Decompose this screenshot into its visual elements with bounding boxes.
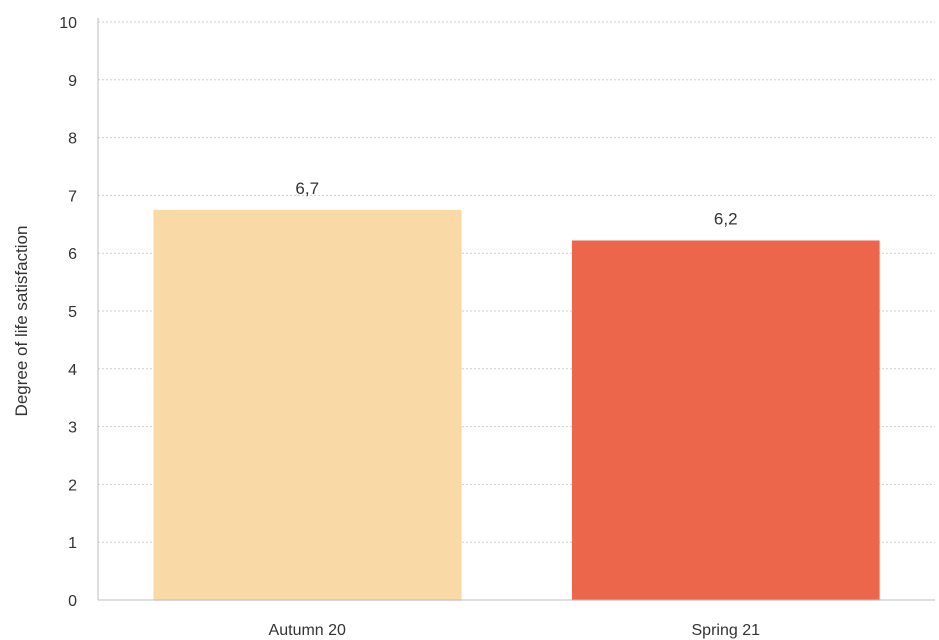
bar bbox=[153, 209, 462, 600]
y-tick-label: 0 bbox=[68, 593, 77, 610]
y-tick-label: 5 bbox=[68, 304, 77, 321]
y-tick-label: 9 bbox=[68, 73, 77, 90]
x-tick-label: Autumn 20 bbox=[269, 622, 346, 639]
y-tick-label: 10 bbox=[59, 15, 77, 32]
y-tick-label: 2 bbox=[68, 477, 77, 494]
y-tick-label: 3 bbox=[68, 420, 77, 437]
labels: 0 1 2 3 4 5 6 7 8 9 10 6,7 Autumn 20 6,2 Spring 21 bbox=[59, 15, 760, 639]
y-tick-label: 1 bbox=[68, 535, 77, 552]
x-tick-label: Spring 21 bbox=[692, 622, 761, 639]
bar bbox=[571, 240, 880, 600]
axes bbox=[97, 18, 935, 601]
y-tick-label: 6 bbox=[68, 246, 77, 263]
y-axis-title: Degree of life satisfaction bbox=[12, 226, 31, 417]
data-label: 6,7 bbox=[295, 179, 319, 198]
y-tick-label: 8 bbox=[68, 131, 77, 148]
y-tick-label: 4 bbox=[68, 362, 77, 379]
bars bbox=[153, 209, 881, 601]
y-tick-label: 7 bbox=[68, 188, 77, 205]
data-label: 6,2 bbox=[714, 209, 738, 228]
